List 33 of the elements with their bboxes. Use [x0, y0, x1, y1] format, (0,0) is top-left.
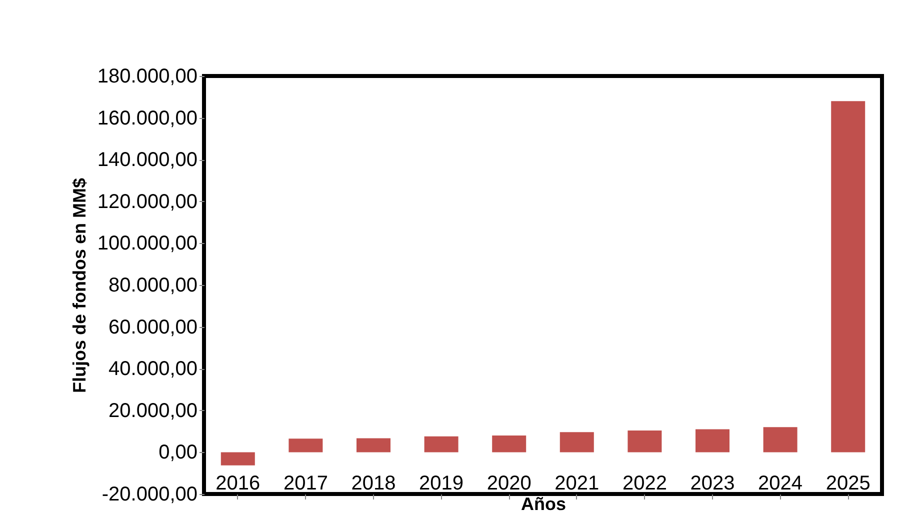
- x-tick-label: 2025: [826, 472, 870, 494]
- bar: [288, 438, 323, 452]
- x-tick-label: 2016: [216, 472, 260, 494]
- x-tick-label: 2019: [419, 472, 464, 494]
- x-tick-label: 2022: [622, 472, 667, 494]
- bar: [831, 101, 866, 452]
- y-tick-label: 180.000,00: [97, 66, 198, 88]
- y-tick-label: 20.000,00: [108, 400, 198, 422]
- bar: [763, 427, 798, 452]
- y-tick-label: 60.000,00: [108, 316, 198, 338]
- bar: [492, 435, 526, 452]
- bar: [220, 452, 255, 466]
- y-tick-label: 80.000,00: [108, 274, 198, 296]
- bar: [628, 430, 662, 452]
- y-tick-label: 0,00: [158, 442, 198, 464]
- bar: [424, 436, 458, 452]
- x-tick-label: 2021: [554, 472, 600, 494]
- y-tick-label: 140.000,00: [97, 149, 198, 172]
- bar: [696, 429, 730, 452]
- y-tick-label: 160.000,00: [97, 107, 198, 130]
- x-tick-label: 2017: [283, 472, 328, 494]
- y-tick-label: -20.000,00: [102, 484, 198, 506]
- bar: [560, 432, 594, 452]
- x-tick-label: 2020: [486, 472, 532, 494]
- x-tick-label: 2024: [758, 472, 803, 494]
- bar: [356, 438, 390, 452]
- x-axis-title: Años: [521, 494, 566, 514]
- y-tick-label: 100.000,00: [97, 232, 198, 255]
- y-tick-label: 40.000,00: [108, 358, 198, 380]
- y-tick-label: 120.000,00: [97, 190, 198, 213]
- y-axis-title: Flujos de fondos en MM$: [69, 178, 90, 393]
- x-tick-label: 2023: [690, 472, 735, 494]
- x-tick-label: 2018: [351, 472, 396, 494]
